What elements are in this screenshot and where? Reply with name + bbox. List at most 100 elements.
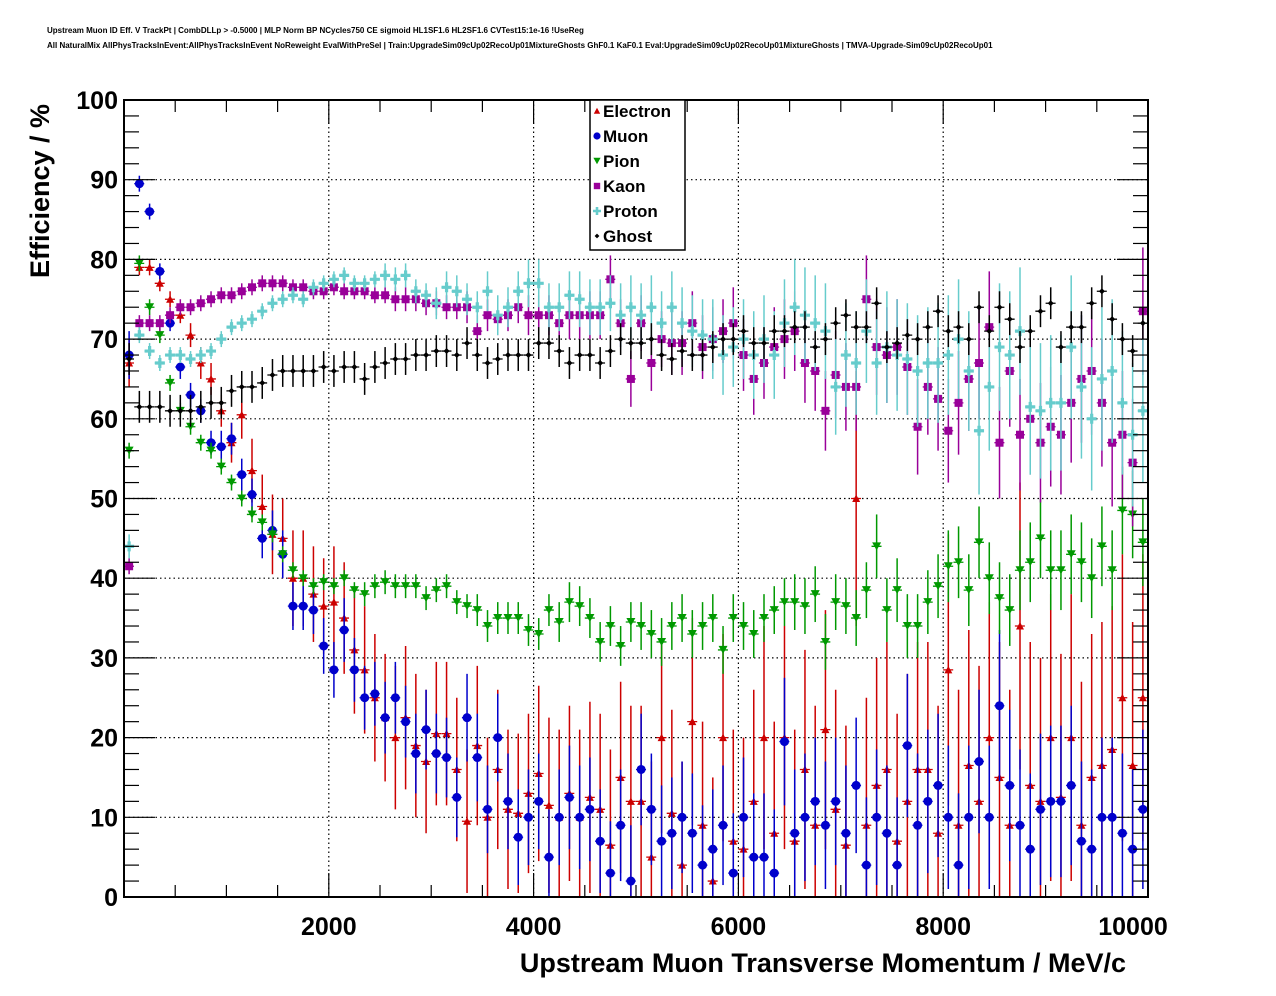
pion-marker: [759, 614, 769, 623]
proton-marker: [1025, 401, 1036, 412]
pion-point: [1035, 498, 1046, 579]
proton-marker: [769, 350, 780, 361]
muon-point: [298, 582, 309, 631]
kaon-point: [154, 315, 165, 332]
ghost-marker: [597, 360, 604, 367]
pion-marker: [800, 602, 810, 611]
pion-marker: [360, 590, 370, 599]
ghost-point: [318, 351, 329, 383]
proton-marker: [840, 350, 851, 361]
pion-point: [1086, 538, 1097, 619]
pion-point: [564, 582, 575, 623]
pion-point: [902, 594, 913, 658]
ghost-marker: [812, 344, 819, 351]
ghost-point: [728, 323, 739, 356]
ghost-marker: [146, 403, 153, 410]
muon-point: [554, 769, 565, 866]
ghost-point: [851, 311, 862, 344]
muon-marker: [370, 689, 380, 699]
pion-marker: [739, 622, 749, 631]
series-muon: [124, 175, 1148, 897]
proton-marker: [308, 282, 319, 293]
ghost-marker: [679, 348, 686, 355]
pion-marker: [861, 586, 871, 595]
pion-point: [707, 594, 718, 642]
ghost-marker: [505, 352, 511, 359]
ghost-point: [185, 394, 196, 427]
proton-marker: [462, 294, 473, 305]
ghost-point: [492, 343, 503, 375]
ghost-marker: [955, 324, 962, 331]
proton-marker: [902, 354, 913, 365]
ghost-point: [646, 323, 657, 356]
ghost-marker: [842, 312, 849, 319]
proton-point: [1137, 339, 1148, 483]
kaon-marker: [473, 327, 482, 336]
muon-marker: [954, 860, 964, 870]
ghost-marker: [607, 348, 614, 355]
pion-marker: [882, 606, 892, 615]
pion-marker: [564, 598, 574, 607]
series-ghost: [124, 275, 1148, 427]
ghost-marker: [586, 352, 593, 359]
muon-marker: [175, 362, 185, 372]
ghost-marker: [361, 375, 368, 382]
muon-point: [748, 793, 759, 897]
electron-point: [328, 546, 340, 658]
muon-marker: [564, 792, 574, 802]
muon-point: [666, 777, 677, 890]
ghost-point: [994, 291, 1005, 324]
electron-marker: [463, 817, 472, 825]
ghost-marker: [924, 324, 931, 331]
pion-point: [400, 574, 411, 599]
electron-marker: [166, 295, 175, 303]
pion-point: [779, 578, 790, 627]
ghost-marker: [709, 344, 716, 351]
ghost-marker: [474, 352, 481, 359]
pion-point: [697, 602, 708, 650]
proton-point: [287, 287, 299, 304]
muon-point: [482, 765, 493, 854]
muon-marker: [390, 693, 400, 703]
proton-marker: [349, 278, 360, 289]
muon-marker: [1035, 804, 1045, 814]
electron-marker: [237, 410, 246, 419]
kaon-marker: [442, 303, 451, 312]
pion-point: [595, 622, 606, 662]
pion-point: [461, 594, 473, 619]
proton-marker: [206, 346, 217, 357]
muon-point: [339, 598, 350, 662]
pion-marker: [227, 478, 237, 487]
proton-point: [318, 275, 329, 292]
muon-point: [984, 745, 995, 890]
x-tick-labels: 2000 4000 6000 8000 10000: [301, 913, 1168, 941]
ghost-marker: [443, 348, 450, 355]
electron-point: [1014, 482, 1026, 770]
ghost-marker: [556, 348, 563, 355]
ghost-marker: [259, 379, 266, 386]
proton-marker: [687, 326, 698, 337]
ghost-point: [461, 327, 473, 360]
muon-point: [1096, 737, 1108, 897]
pion-point: [881, 578, 892, 642]
proton-marker: [369, 274, 380, 285]
ghost-point: [932, 295, 944, 328]
proton-point: [1035, 343, 1046, 479]
ghost-marker: [699, 352, 706, 359]
proton-marker: [165, 350, 176, 361]
ghost-marker: [894, 340, 901, 347]
muon-point: [390, 661, 401, 734]
kaon-marker: [1016, 430, 1024, 439]
proton-marker: [328, 274, 339, 285]
electron-marker: [626, 797, 635, 805]
pion-point: [236, 490, 247, 507]
kaon-marker: [125, 562, 134, 571]
kaon-point: [400, 287, 411, 312]
proton-point: [195, 347, 206, 364]
kaon-legend-marker: [593, 182, 601, 190]
pion-marker: [370, 582, 380, 591]
muon-point: [1137, 729, 1148, 890]
kaon-point: [124, 558, 135, 575]
pion-point: [216, 458, 227, 475]
y-axis-title: Efficiency / %: [25, 104, 55, 278]
